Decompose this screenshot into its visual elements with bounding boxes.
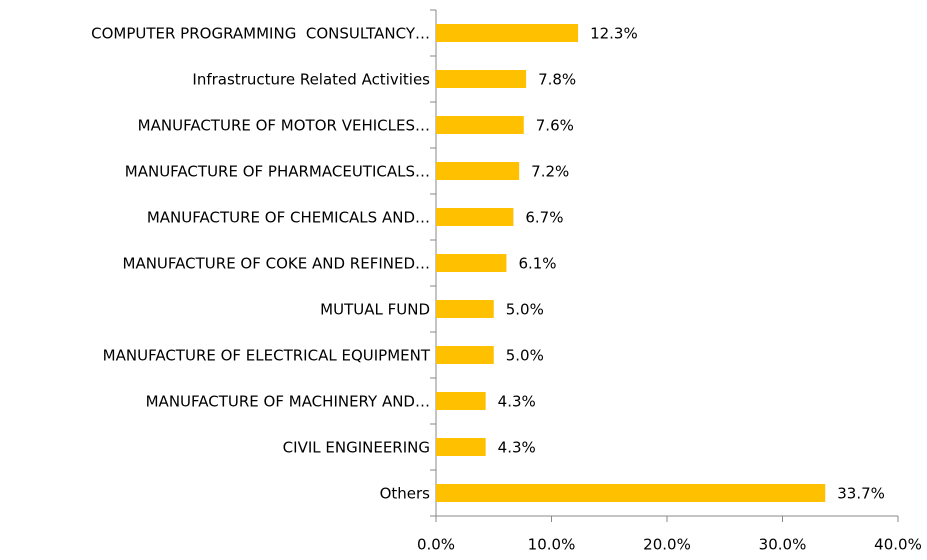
bar (436, 392, 486, 410)
value-label: 7.8% (538, 71, 576, 89)
value-label: 5.0% (506, 301, 544, 319)
y-tick-label: Others (380, 485, 431, 503)
value-label: 33.7% (837, 485, 885, 503)
bar (436, 346, 494, 364)
y-tick-label: MUTUAL FUND (320, 301, 430, 319)
x-tick-label: 40.0% (874, 536, 922, 554)
bar (436, 254, 507, 272)
bar (436, 70, 527, 88)
y-tick-label: MANUFACTURE OF ELECTRICAL EQUIPMENT (103, 347, 431, 365)
x-tick-label: 20.0% (643, 536, 691, 554)
value-label: 6.1% (518, 255, 556, 273)
bar (436, 438, 486, 456)
value-label: 12.3% (590, 25, 638, 43)
y-tick-label: MANUFACTURE OF CHEMICALS AND… (147, 209, 430, 227)
bar (436, 116, 524, 134)
y-tick-label: MANUFACTURE OF MOTOR VEHICLES… (138, 117, 430, 135)
y-tick-label: MANUFACTURE OF MACHINERY AND… (146, 393, 430, 411)
bar (436, 300, 494, 318)
y-tick-label: Infrastructure Related Activities (192, 71, 430, 89)
x-tick-label: 0.0% (417, 536, 455, 554)
value-label: 6.7% (525, 209, 563, 227)
value-label: 7.2% (531, 163, 569, 181)
value-label: 7.6% (536, 117, 574, 135)
y-tick-label: CIVIL ENGINEERING (283, 439, 430, 457)
y-tick-label: COMPUTER PROGRAMMING CONSULTANCY… (91, 25, 430, 43)
value-label: 4.3% (498, 393, 536, 411)
value-label: 4.3% (498, 439, 536, 457)
value-label: 5.0% (506, 347, 544, 365)
bar (436, 162, 520, 180)
bar (436, 24, 579, 42)
y-tick-label: MANUFACTURE OF COKE AND REFINED… (123, 255, 431, 273)
y-tick-label: MANUFACTURE OF PHARMACEUTICALS… (125, 163, 430, 181)
bar (436, 484, 826, 502)
x-tick-label: 10.0% (528, 536, 576, 554)
bar (436, 208, 514, 226)
x-tick-label: 30.0% (759, 536, 807, 554)
